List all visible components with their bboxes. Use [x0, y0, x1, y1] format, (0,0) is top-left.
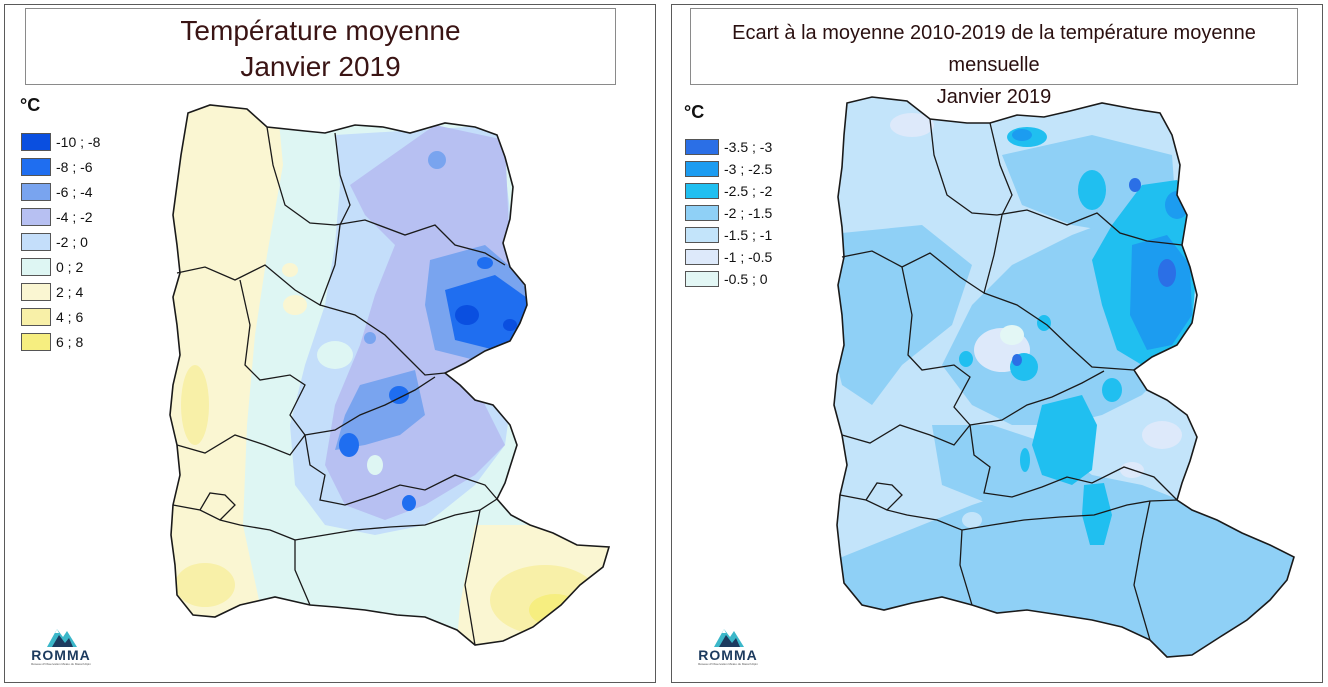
legend-label: 0 ; 2 — [56, 258, 84, 275]
legend-swatch — [685, 227, 719, 243]
legend-label: -2 ; 0 — [56, 233, 88, 250]
legend-item: -10 ; -8 — [21, 129, 100, 154]
legend-item: 0 ; 2 — [21, 254, 100, 279]
legend-label: -6 ; -4 — [56, 183, 93, 200]
legend-swatch — [21, 282, 51, 301]
legend-label: -0.5 ; 0 — [724, 271, 768, 287]
legend-item: -6 ; -4 — [21, 179, 100, 204]
logo-name: ROMMA — [698, 647, 758, 663]
map-title: Température moyenne — [180, 15, 461, 46]
temperature-map — [169, 104, 611, 646]
temperature-anomaly-map-panel: Ecart à la moyenne 2010-2019 de la tempé… — [671, 4, 1323, 683]
legend-item: -3.5 ; -3 — [685, 136, 772, 158]
map-title: Ecart à la moyenne 2010-2019 de la tempé… — [732, 22, 1256, 76]
legend-item: -8 ; -6 — [21, 154, 100, 179]
legend-swatch — [21, 257, 51, 276]
legend-swatch — [685, 183, 719, 199]
logo-subtitle: Réseau d'Observation Météo du Massif Alp… — [31, 662, 91, 666]
legend-swatch — [685, 139, 719, 155]
unit-label: °C — [684, 102, 705, 122]
legend-swatch — [21, 232, 51, 251]
map-title-box: Ecart à la moyenne 2010-2019 de la tempé… — [690, 8, 1298, 108]
mountain-logo-icon — [714, 629, 744, 647]
legend-item: -1 ; -0.5 — [685, 246, 772, 268]
legend-item: 2 ; 4 — [21, 279, 100, 304]
legend-item: -4 ; -2 — [21, 204, 100, 229]
legend-item: -1.5 ; -1 — [685, 224, 772, 246]
temperature-legend: -10 ; -8 -8 ; -6 -6 ; -4 -4 ; -2 -2 ; 0 … — [21, 129, 100, 354]
legend-swatch — [21, 157, 51, 176]
legend-item: -2.5 ; -2 — [685, 180, 772, 202]
anomaly-legend: -3.5 ; -3 -3 ; -2.5 -2.5 ; -2 -2 ; -1.5 … — [685, 136, 772, 290]
map-title-box: Température moyenne Janvier 2019 — [25, 8, 616, 85]
legend-swatch — [21, 207, 51, 226]
legend-label: -1 ; -0.5 — [724, 249, 773, 265]
legend-label: -3 ; -2.5 — [724, 161, 773, 177]
legend-item: 6 ; 8 — [21, 329, 100, 354]
legend-item: -3 ; -2.5 — [685, 158, 772, 180]
legend-label: -10 ; -8 — [56, 133, 101, 150]
legend-label: 6 ; 8 — [56, 333, 84, 350]
romma-logo: ROMMA Réseau d'Observation Météo du Mass… — [692, 625, 764, 667]
legend-swatch — [685, 271, 719, 287]
legend-label: -3.5 ; -3 — [724, 139, 773, 155]
legend-swatch — [685, 249, 719, 265]
legend-swatch — [21, 332, 51, 351]
temperature-anomaly-map — [833, 96, 1295, 658]
romma-logo: ROMMA Réseau d'Observation Météo du Mass… — [25, 625, 97, 667]
legend-label: 4 ; 6 — [56, 308, 84, 325]
map-subtitle: Janvier 2019 — [240, 51, 401, 82]
legend-label: -1.5 ; -1 — [724, 227, 773, 243]
unit-label: °C — [20, 95, 41, 115]
mountain-logo-icon — [47, 629, 77, 647]
logo-name: ROMMA — [31, 647, 91, 663]
legend-label: 2 ; 4 — [56, 283, 84, 300]
legend-swatch — [685, 205, 719, 221]
legend-label: -2.5 ; -2 — [724, 183, 773, 199]
legend-swatch — [21, 132, 51, 151]
legend-item: -2 ; -1.5 — [685, 202, 772, 224]
legend-swatch — [685, 161, 719, 177]
legend-label: -8 ; -6 — [56, 158, 93, 175]
legend-swatch — [21, 307, 51, 326]
logo-subtitle: Réseau d'Observation Météo du Massif Alp… — [698, 662, 758, 666]
legend-label: -4 ; -2 — [56, 208, 93, 225]
legend-item: 4 ; 6 — [21, 304, 100, 329]
legend-item: -2 ; 0 — [21, 229, 100, 254]
legend-swatch — [21, 182, 51, 201]
legend-label: -2 ; -1.5 — [724, 205, 773, 221]
map-subtitle: Janvier 2019 — [936, 86, 1052, 108]
mean-temperature-map-panel: Température moyenne Janvier 2019 — [4, 4, 656, 683]
legend-item: -0.5 ; 0 — [685, 268, 772, 290]
